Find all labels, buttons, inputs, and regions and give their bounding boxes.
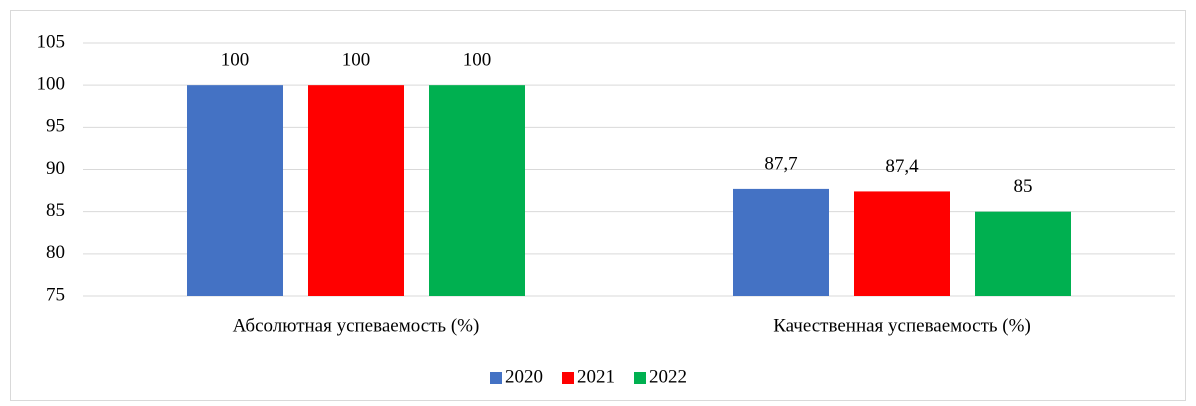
bar bbox=[187, 85, 283, 297]
value-label: 100 bbox=[221, 50, 250, 71]
legend-label: 2022 bbox=[649, 366, 687, 387]
value-label: 100 bbox=[463, 50, 492, 71]
bar bbox=[854, 191, 950, 296]
legend-swatch bbox=[634, 372, 646, 384]
y-tick-label: 95 bbox=[46, 116, 65, 137]
legend-swatch bbox=[562, 372, 574, 384]
y-tick-label: 100 bbox=[37, 74, 66, 95]
y-tick-label: 90 bbox=[46, 158, 65, 179]
legend-label: 2020 bbox=[505, 366, 543, 387]
bar bbox=[429, 85, 525, 297]
bar bbox=[975, 211, 1071, 296]
chart-border bbox=[10, 10, 1186, 401]
value-label: 85 bbox=[1014, 176, 1033, 197]
y-tick-label: 105 bbox=[37, 31, 66, 52]
bar bbox=[308, 85, 404, 297]
y-tick-label: 80 bbox=[46, 242, 65, 263]
y-tick-label: 75 bbox=[46, 284, 65, 305]
x-tick-label: Абсолютная успеваемость (%) bbox=[233, 315, 480, 336]
bar bbox=[733, 188, 829, 296]
legend-swatch bbox=[490, 372, 502, 384]
value-label: 100 bbox=[342, 50, 371, 71]
value-label: 87,4 bbox=[885, 156, 919, 177]
y-tick-label: 85 bbox=[46, 200, 65, 221]
value-label: 87,7 bbox=[764, 153, 797, 174]
x-tick-label: Качественная успеваемость (%) bbox=[773, 315, 1031, 336]
legend-label: 2021 bbox=[577, 366, 615, 387]
